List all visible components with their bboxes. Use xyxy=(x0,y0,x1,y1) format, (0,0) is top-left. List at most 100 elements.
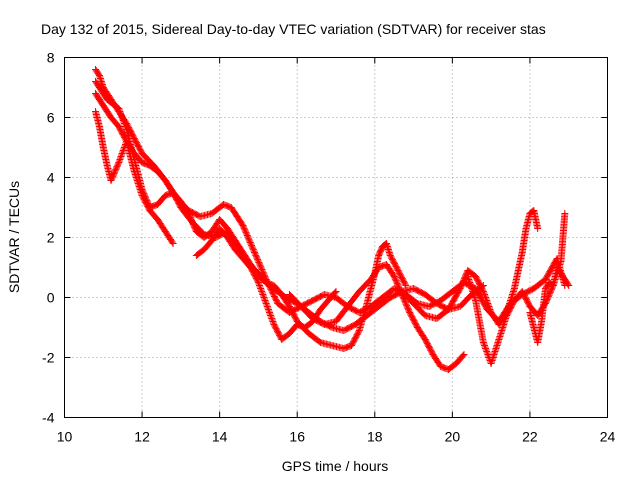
data-point xyxy=(401,280,409,288)
x-tick-label: 24 xyxy=(600,429,616,445)
data-point xyxy=(262,300,270,307)
data-point xyxy=(483,348,491,355)
data-point xyxy=(115,159,123,166)
data-point xyxy=(249,244,257,252)
data-point xyxy=(483,298,491,306)
y-tick-label: 8 xyxy=(47,50,55,66)
data-point xyxy=(257,285,265,292)
data-point xyxy=(253,254,261,262)
data-point xyxy=(486,306,494,313)
data-point xyxy=(483,297,491,304)
series-track-8 xyxy=(464,210,569,367)
data-point xyxy=(485,303,493,310)
data-point xyxy=(240,223,248,231)
x-tick-label: 22 xyxy=(522,429,538,445)
data-point xyxy=(254,279,262,286)
data-point xyxy=(268,316,276,324)
data-point xyxy=(479,286,487,294)
series-track-7 xyxy=(398,207,542,328)
data-point xyxy=(115,106,123,114)
series-track-2 xyxy=(92,78,410,352)
data-point xyxy=(120,120,128,127)
data-point xyxy=(267,313,275,321)
data-point xyxy=(482,294,490,301)
y-tick-label: 4 xyxy=(47,170,55,186)
data-point xyxy=(264,304,272,312)
data-point xyxy=(459,352,467,360)
data-point xyxy=(480,291,488,298)
data-point xyxy=(115,105,123,112)
data-point xyxy=(561,210,569,217)
data-point xyxy=(241,226,249,234)
data-point xyxy=(263,301,271,309)
y-tick-label: -2 xyxy=(42,350,55,366)
data-point xyxy=(260,294,268,301)
data-point xyxy=(121,123,129,130)
data-point xyxy=(564,280,572,288)
data-point xyxy=(250,247,258,255)
data-point xyxy=(251,250,259,258)
data-point xyxy=(252,253,260,261)
data-point xyxy=(266,309,274,316)
data-point xyxy=(119,115,127,123)
x-tick-label: 12 xyxy=(134,429,150,445)
data-point xyxy=(263,303,271,310)
data-point xyxy=(118,151,126,159)
data-point xyxy=(259,292,267,300)
data-point xyxy=(565,282,573,289)
data-point xyxy=(246,239,254,247)
data-point xyxy=(246,237,254,245)
series-track-5 xyxy=(192,225,340,343)
data-point xyxy=(256,283,264,291)
data-point xyxy=(483,349,491,357)
data-points xyxy=(92,66,573,373)
data-point xyxy=(479,288,487,295)
data-point xyxy=(169,240,177,247)
data-point xyxy=(254,277,262,285)
data-point xyxy=(262,298,270,306)
data-point xyxy=(117,153,125,160)
data-point xyxy=(249,246,257,254)
data-point xyxy=(480,289,488,297)
x-tick-label: 16 xyxy=(289,429,305,445)
data-point xyxy=(480,342,488,349)
data-point xyxy=(118,150,126,157)
data-point xyxy=(244,234,252,242)
chart-title: Day 132 of 2015, Sidereal Day-to-day VTE… xyxy=(41,21,546,37)
data-point xyxy=(257,286,265,294)
y-axis-label: SDTVAR / TECUs xyxy=(6,181,22,293)
data-point xyxy=(251,249,259,256)
data-point xyxy=(255,258,263,266)
data-point xyxy=(482,345,490,352)
data-point xyxy=(117,111,125,118)
x-tick-label: 10 xyxy=(57,429,73,445)
data-point xyxy=(269,318,277,325)
data-point xyxy=(269,319,277,327)
y-tick-label: -4 xyxy=(42,410,55,426)
data-point xyxy=(482,295,490,303)
data-point xyxy=(258,289,266,297)
data-point xyxy=(482,346,490,354)
data-point xyxy=(252,251,260,259)
data-point xyxy=(255,260,263,268)
data-point xyxy=(484,301,492,309)
series-track-4 xyxy=(92,108,177,247)
data-point xyxy=(116,108,124,115)
data-point xyxy=(480,340,488,348)
data-point xyxy=(243,230,251,238)
data-point xyxy=(258,288,266,295)
data-point xyxy=(460,351,468,358)
data-point xyxy=(255,280,263,288)
data-point xyxy=(116,156,124,163)
data-point xyxy=(265,307,273,315)
data-point xyxy=(120,118,128,126)
data-point xyxy=(119,117,127,124)
data-point xyxy=(257,263,265,271)
data-point xyxy=(481,343,489,351)
series-track-6 xyxy=(285,261,468,373)
data-point xyxy=(116,154,124,162)
data-point xyxy=(168,238,176,246)
data-point xyxy=(267,312,275,319)
data-point xyxy=(241,227,249,235)
